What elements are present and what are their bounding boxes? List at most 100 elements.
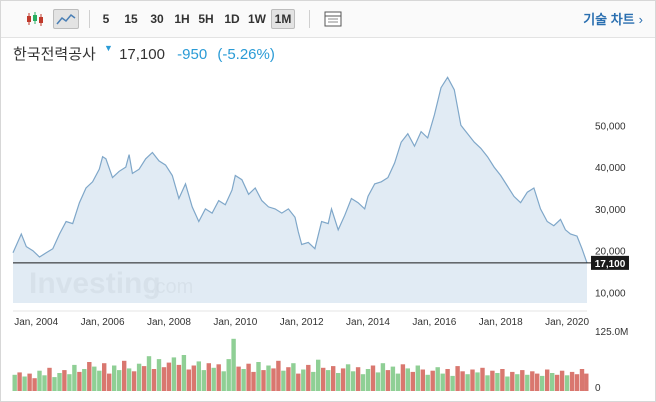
volume-bar	[350, 371, 356, 391]
volume-bar	[22, 376, 27, 391]
volume-bar	[97, 370, 102, 391]
volume-bar	[156, 359, 162, 391]
volume-bar	[336, 373, 341, 391]
volume-bar	[221, 371, 226, 391]
volume-bar	[455, 366, 460, 391]
volume-bar	[226, 359, 231, 391]
range-button-5h[interactable]: 5H	[198, 12, 214, 26]
price-change: -950	[177, 46, 208, 63]
volume-bar	[525, 374, 530, 391]
volume-bar	[296, 373, 301, 391]
volume-bar	[191, 365, 196, 391]
x-tick-label: Jan, 2004	[14, 317, 58, 328]
volume-bar	[32, 378, 37, 391]
volume-bar	[515, 374, 520, 391]
x-tick-label: Jan, 2014	[346, 317, 390, 328]
volume-bar	[47, 367, 52, 391]
table-view-icon[interactable]	[322, 9, 344, 29]
volume-bar	[331, 366, 336, 391]
range-button-30[interactable]: 30	[150, 12, 164, 26]
volume-bar	[435, 367, 440, 391]
x-tick-label: Jan, 2008	[147, 317, 191, 328]
volume-bar	[276, 360, 281, 391]
volume-bar	[87, 362, 92, 391]
volume-bar	[131, 371, 137, 391]
y-tick-label: 50,000	[595, 121, 626, 132]
volume-bar	[445, 369, 450, 391]
area-chart-glyph	[56, 13, 76, 25]
volume-bar	[161, 367, 167, 391]
volume-bar	[231, 338, 236, 391]
x-tick-label: Jan, 2016	[412, 317, 456, 328]
volume-bar	[559, 370, 565, 391]
range-button-1h[interactable]: 1H	[174, 12, 190, 26]
volume-bar	[554, 374, 560, 391]
technical-chart-link[interactable]: 기술 차트 ›	[583, 9, 643, 28]
volume-bar	[72, 364, 77, 391]
area-chart-icon[interactable]	[53, 9, 79, 29]
quote-header: 한국전력공사 ▼ 17,100 -950 (-5.26%)	[13, 43, 275, 64]
volume-bar	[530, 371, 535, 391]
down-arrow-icon: ▼	[103, 43, 113, 53]
volume-bar	[151, 369, 157, 391]
volume-bar	[564, 375, 570, 391]
volume-bar	[375, 372, 381, 391]
volume-bar	[355, 367, 361, 391]
volume-bar	[246, 363, 251, 391]
volume-bar	[405, 368, 410, 391]
price-change-percent: (-5.26%)	[217, 46, 275, 63]
x-tick-label: Jan, 2020	[545, 317, 589, 328]
range-button-1m[interactable]: 1M	[271, 9, 295, 29]
volume-bar	[535, 373, 540, 391]
volume-bar	[17, 372, 22, 391]
volume-bar	[266, 365, 271, 391]
volume-bar	[420, 369, 425, 391]
volume-bar	[256, 362, 261, 391]
volume-bar	[12, 374, 17, 391]
volume-bar	[117, 370, 122, 391]
volume-bar	[136, 363, 142, 391]
range-button-15[interactable]: 15	[124, 12, 138, 26]
last-price-label: 17,100	[595, 259, 626, 270]
y-tick-label: 40,000	[595, 163, 626, 174]
volume-bar	[550, 373, 555, 391]
toolbar-divider	[89, 10, 90, 28]
last-price: 17,100	[119, 46, 165, 63]
volume-bar	[166, 362, 172, 391]
x-tick-label: Jan, 2010	[213, 317, 257, 328]
volume-bar	[410, 371, 415, 391]
range-button-5[interactable]: 5	[102, 12, 110, 26]
range-button-1d[interactable]: 1D	[224, 12, 240, 26]
volume-bar	[196, 361, 201, 391]
volume-bar	[141, 366, 147, 391]
volume-bar	[146, 356, 152, 391]
volume-bar	[77, 371, 82, 391]
technical-chart-label: 기술 차트	[583, 12, 635, 27]
volume-bar	[450, 375, 455, 391]
volume-bar	[545, 369, 550, 391]
volume-tick-label: 125.0M	[595, 327, 628, 338]
volume-bar	[201, 370, 206, 391]
volume-bar	[505, 376, 510, 391]
volume-bar	[241, 369, 246, 391]
volume-bar	[82, 369, 87, 391]
volume-bar	[42, 375, 47, 391]
candlestick-glyph	[27, 12, 43, 26]
range-button-1w[interactable]: 1W	[248, 12, 266, 26]
volume-bar	[291, 363, 296, 391]
volume-bar	[475, 372, 480, 391]
candlestick-icon[interactable]	[23, 9, 45, 29]
volume-bar	[27, 373, 32, 391]
volume-bar	[569, 371, 575, 391]
last-price-tag	[591, 255, 629, 270]
volume-bar	[470, 369, 475, 391]
volume-bar	[465, 374, 470, 391]
volume-bar	[495, 373, 500, 391]
toolbar-divider	[309, 10, 310, 28]
volume-bar	[57, 373, 62, 391]
volume-bar	[67, 374, 72, 391]
volume-bar	[321, 367, 326, 391]
volume-bar	[52, 377, 57, 391]
volume-bar	[430, 370, 435, 391]
chart-toolbar: 5 15 30 1H 5H 1D 1W 1M 기술 차트 ›	[1, 1, 655, 38]
